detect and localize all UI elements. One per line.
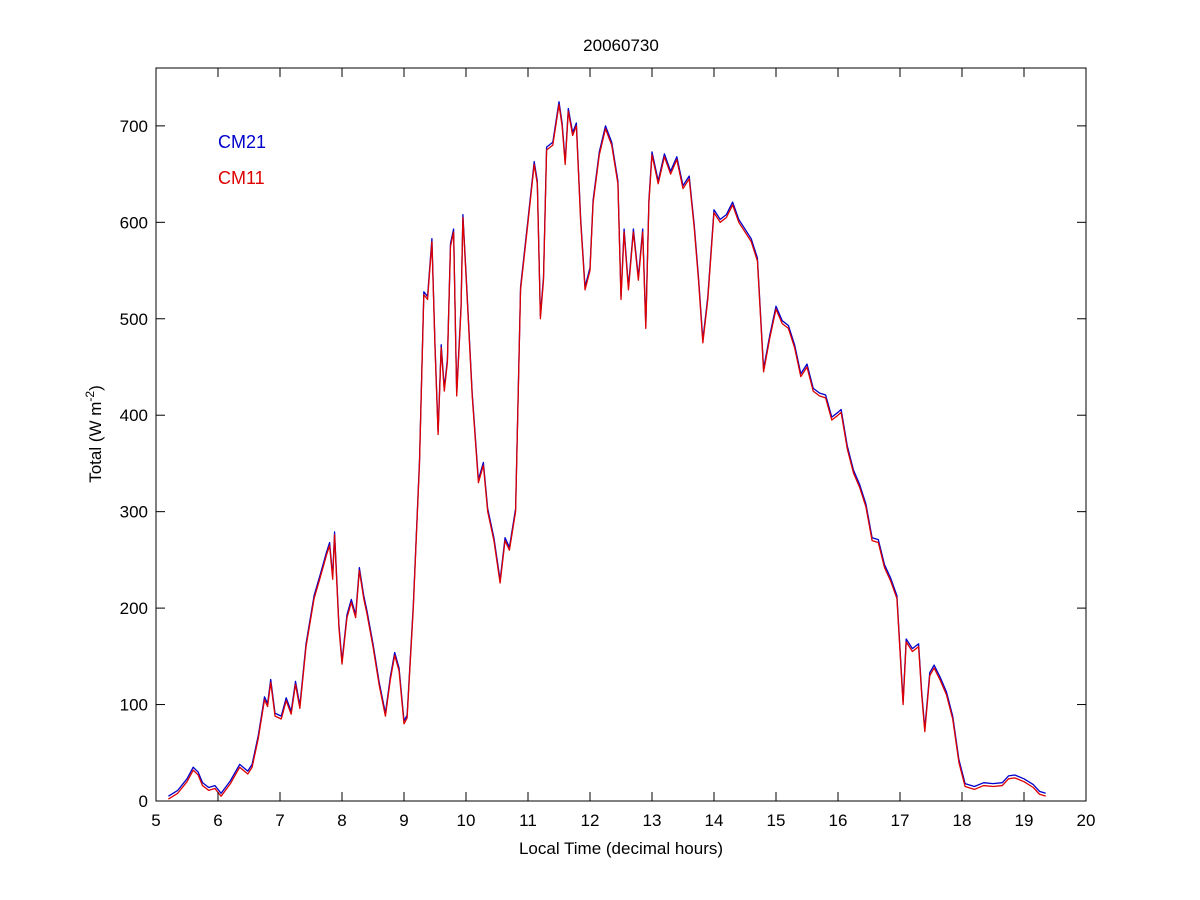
x-tick-label: 20 — [1077, 811, 1096, 830]
y-axis-label-sup: -2 — [83, 391, 97, 402]
legend: CM21 CM11 — [218, 132, 266, 188]
plot-frame — [155, 67, 1087, 802]
y-tick-label: 700 — [120, 117, 148, 136]
x-tick-label: 15 — [767, 811, 786, 830]
plot-area: 5 6 7 8 9 10 11 12 13 14 15 16 17 18 19 200100200300400… — [120, 67, 1096, 830]
x-tick-label: 17 — [891, 811, 910, 830]
x-tick-label: 16 — [829, 811, 848, 830]
x-tick-label: 19 — [1015, 811, 1034, 830]
x-tick-label: 10 — [457, 811, 476, 830]
series-line-cm11 — [168, 104, 1046, 800]
y-tick-label: 600 — [120, 213, 148, 232]
y-tick-label: 200 — [120, 599, 148, 618]
y-axis-label-close: ) — [86, 385, 105, 391]
x-tick-label: 13 — [643, 811, 662, 830]
y-axis-label: Total (W m-2) — [83, 385, 105, 483]
y-tick-label: 100 — [120, 696, 148, 715]
chart-title: 20060730 — [583, 36, 659, 55]
legend-label-cm21: CM21 — [218, 132, 266, 152]
x-axis-label: Local Time (decimal hours) — [519, 839, 723, 858]
x-tick-label: 11 — [519, 811, 537, 830]
y-tick-label: 500 — [120, 310, 148, 329]
ticks-layer: 5 6 7 8 9 10 11 12 13 14 15 16 17 18 19 200100200300400… — [120, 68, 1096, 830]
x-tick-label: 8 — [337, 811, 346, 830]
x-tick-label: 9 — [399, 811, 408, 830]
x-tick-label: 7 — [275, 811, 284, 830]
legend-label-cm11: CM11 — [218, 168, 265, 188]
x-tick-label: 12 — [581, 811, 600, 830]
y-axis-label-main: Total (W m — [86, 402, 105, 483]
y-tick-label: 400 — [120, 406, 148, 425]
y-tick-label: 0 — [139, 792, 148, 811]
x-tick-label: 6 — [213, 811, 222, 830]
x-tick-label: 5 — [151, 811, 160, 830]
x-tick-label: 14 — [705, 811, 724, 830]
x-tick-label: 18 — [953, 811, 972, 830]
series-layer — [168, 101, 1046, 800]
y-tick-label: 300 — [120, 503, 148, 522]
